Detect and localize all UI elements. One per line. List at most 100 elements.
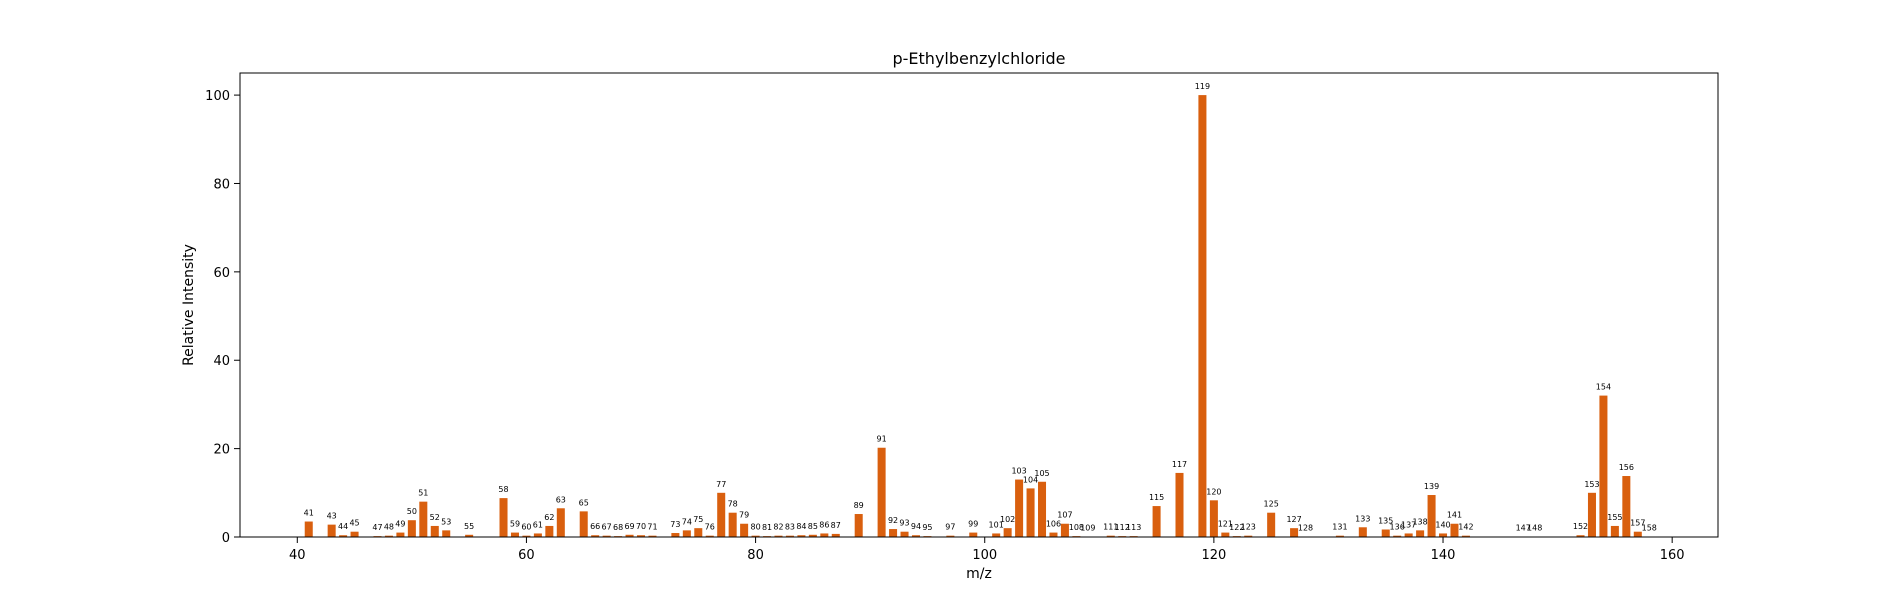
bar-label-mz-58: 58 [498,485,508,494]
bar-mz-120 [1209,500,1218,537]
bar-mz-152 [1576,535,1585,537]
bar-label-mz-123: 123 [1241,523,1256,532]
bar-mz-76 [705,535,714,537]
plot-frame [239,72,1719,538]
bar-label-mz-109: 109 [1080,524,1095,533]
bar-label-mz-103: 103 [1011,467,1026,476]
bar-mz-86 [820,533,829,537]
y-axis: 0 20 40 60 80 100 [205,89,240,546]
bar-label-mz-141: 141 [1447,511,1462,520]
x-tick-label-60: 60 [518,548,535,563]
bar-label-mz-74: 74 [682,517,692,526]
bar-label-mz-83: 83 [785,523,795,532]
bar-mz-66 [591,535,600,537]
bar-label-mz-138: 138 [1412,517,1427,526]
bar-label-mz-128: 128 [1298,524,1313,533]
bar-label-mz-119: 119 [1195,82,1210,91]
bar-label-mz-122: 122 [1229,523,1244,532]
bar-mz-136 [1393,535,1402,537]
bar-label-mz-82: 82 [773,523,783,532]
bar-label-mz-125: 125 [1264,500,1279,509]
bar-label-mz-157: 157 [1630,519,1645,528]
bar-label-mz-69: 69 [624,522,634,531]
bar-mz-75 [694,528,703,537]
y-axis-label: Relative Intensity [181,244,197,366]
chart-title: p-Ethylbenzylchloride [892,49,1065,68]
x-tick-label-80: 80 [747,548,764,563]
bar-mz-44 [339,535,348,537]
bar-mz-117 [1175,472,1184,537]
bar-label-mz-76: 76 [705,523,715,532]
bar-mz-59 [510,532,519,537]
bar-mz-79 [740,523,749,537]
x-tick-label-140: 140 [1431,548,1456,563]
bar-mz-138 [1416,530,1425,537]
bar-label-mz-53: 53 [441,517,451,526]
bar-label-mz-65: 65 [579,498,589,507]
bar-label-mz-92: 92 [888,516,898,525]
bar-mz-139 [1427,495,1436,537]
bar-label-mz-66: 66 [590,522,600,531]
bar-label-mz-55: 55 [464,522,474,531]
bar-label-mz-77: 77 [716,480,726,489]
bar-label-mz-133: 133 [1355,514,1370,523]
bar-mz-93 [900,531,909,537]
x-tick-label-100: 100 [972,548,997,563]
bar-label-mz-154: 154 [1596,383,1611,392]
bar-label-mz-136: 136 [1390,523,1405,532]
bar-label-mz-102: 102 [1000,515,1015,524]
bar-mz-62 [545,525,554,537]
bar-mz-125 [1267,512,1276,537]
bar-mz-53 [442,530,451,537]
bar-mz-115 [1152,506,1161,537]
bar-label-mz-117: 117 [1172,460,1187,469]
bar-label-mz-44: 44 [338,522,348,531]
y-tick-label-100: 100 [205,89,230,104]
bar-mz-41 [304,521,313,537]
bar-label-mz-115: 115 [1149,493,1164,502]
bar-mz-91 [877,447,886,537]
bar-label-mz-120: 120 [1206,487,1221,496]
bar-label-mz-89: 89 [854,501,864,510]
bar-mz-48 [384,535,393,537]
bar-mz-155 [1610,525,1619,537]
bar-mz-131 [1335,535,1344,537]
bar-mz-73 [671,533,680,537]
bar-mz-119 [1198,95,1207,537]
bar-mz-82 [774,535,783,537]
bar-mz-157 [1633,531,1642,537]
bar-mz-141 [1450,523,1459,537]
bar-label-mz-80: 80 [750,523,760,532]
bar-mz-43 [327,524,336,537]
bar-label-mz-140: 140 [1435,520,1450,529]
bar-mz-92 [889,529,898,537]
bar-label-mz-43: 43 [327,512,337,521]
bar-mz-106 [1049,532,1058,537]
bar-label-mz-71: 71 [647,523,657,532]
bar-mz-101 [992,533,1001,537]
bar-label-mz-158: 158 [1642,524,1657,533]
bar-mz-127 [1290,528,1299,537]
bar-label-mz-127: 127 [1286,515,1301,524]
bar-mz-103 [1015,479,1024,537]
bar-mz-60 [522,535,531,537]
bar-mz-52 [430,525,439,537]
bar-mz-45 [350,531,359,537]
bar-label-mz-84: 84 [796,522,806,531]
bar-label-mz-95: 95 [922,523,932,532]
bar-mz-80 [751,535,760,537]
bar-label-mz-79: 79 [739,511,749,520]
bar-label-mz-105: 105 [1034,469,1049,478]
bar-mz-83 [785,535,794,537]
bar-label-mz-68: 68 [613,523,623,532]
bar-label-mz-86: 86 [819,520,829,529]
bar-label-mz-49: 49 [395,520,405,529]
bar-label-mz-153: 153 [1584,480,1599,489]
bar-label-mz-48: 48 [384,523,394,532]
bar-mz-69 [625,534,634,537]
bar-mz-51 [419,501,428,537]
bar-mz-97 [946,535,955,537]
bar-mz-84 [797,535,806,537]
bar-label-mz-147: 147 [1516,524,1531,533]
